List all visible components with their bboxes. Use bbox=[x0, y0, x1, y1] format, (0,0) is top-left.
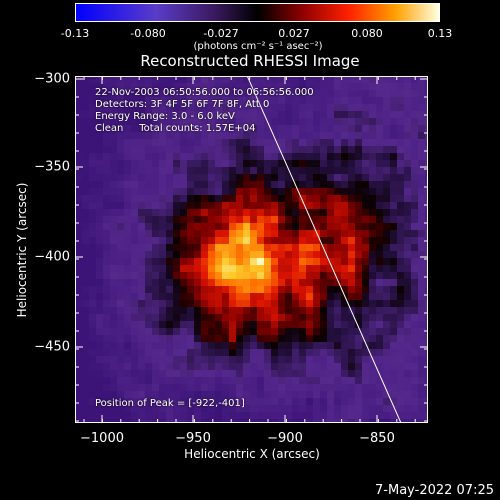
info-counts: Clean Total counts: 1.57E+04 bbox=[95, 123, 256, 134]
x-axis-label: Heliocentric X (arcsec) bbox=[184, 447, 320, 461]
info-peak-position: Position of Peak = [-922,-401] bbox=[95, 398, 245, 409]
colorbar-tick: 0.080 bbox=[351, 27, 383, 40]
plot-title: Reconstructed RHESSI Image bbox=[140, 52, 360, 70]
x-tick-label: −1000 bbox=[80, 431, 124, 446]
colorbar-tick: -0.13 bbox=[60, 27, 90, 40]
info-detectors: Detectors: 3F 4F 5F 6F 7F 8F, Att 0 bbox=[95, 99, 270, 110]
rhessi-image bbox=[75, 76, 428, 423]
y-axis-label: Heliocentric Y (arcsec) bbox=[15, 182, 29, 318]
limb-line bbox=[246, 76, 402, 423]
x-tick-label: −900 bbox=[267, 431, 303, 446]
y-tick-label: −400 bbox=[34, 249, 70, 265]
info-energy-range: Energy Range: 3.0 - 6.0 keV bbox=[95, 111, 235, 122]
colorbar-tick: -0.080 bbox=[130, 27, 166, 40]
x-tick-label: −850 bbox=[359, 431, 395, 446]
x-tick-label: −950 bbox=[175, 431, 211, 446]
colorbar-tick: 0.027 bbox=[278, 27, 310, 40]
y-tick-label: −450 bbox=[34, 339, 70, 355]
colorbar-tick: 0.13 bbox=[427, 27, 453, 40]
colorbar-units: (photons cm⁻² s⁻¹ asec⁻²) bbox=[193, 41, 323, 52]
colorbar bbox=[75, 3, 440, 22]
y-tick-label: −350 bbox=[34, 159, 70, 175]
info-time-range: 22-Nov-2003 06:50:56.000 to 06:56:56.000 bbox=[95, 87, 314, 98]
y-tick-label: −300 bbox=[34, 71, 70, 87]
timestamp: 7-May-2022 07:25 bbox=[375, 483, 494, 498]
colorbar-tick: -0.027 bbox=[203, 27, 239, 40]
